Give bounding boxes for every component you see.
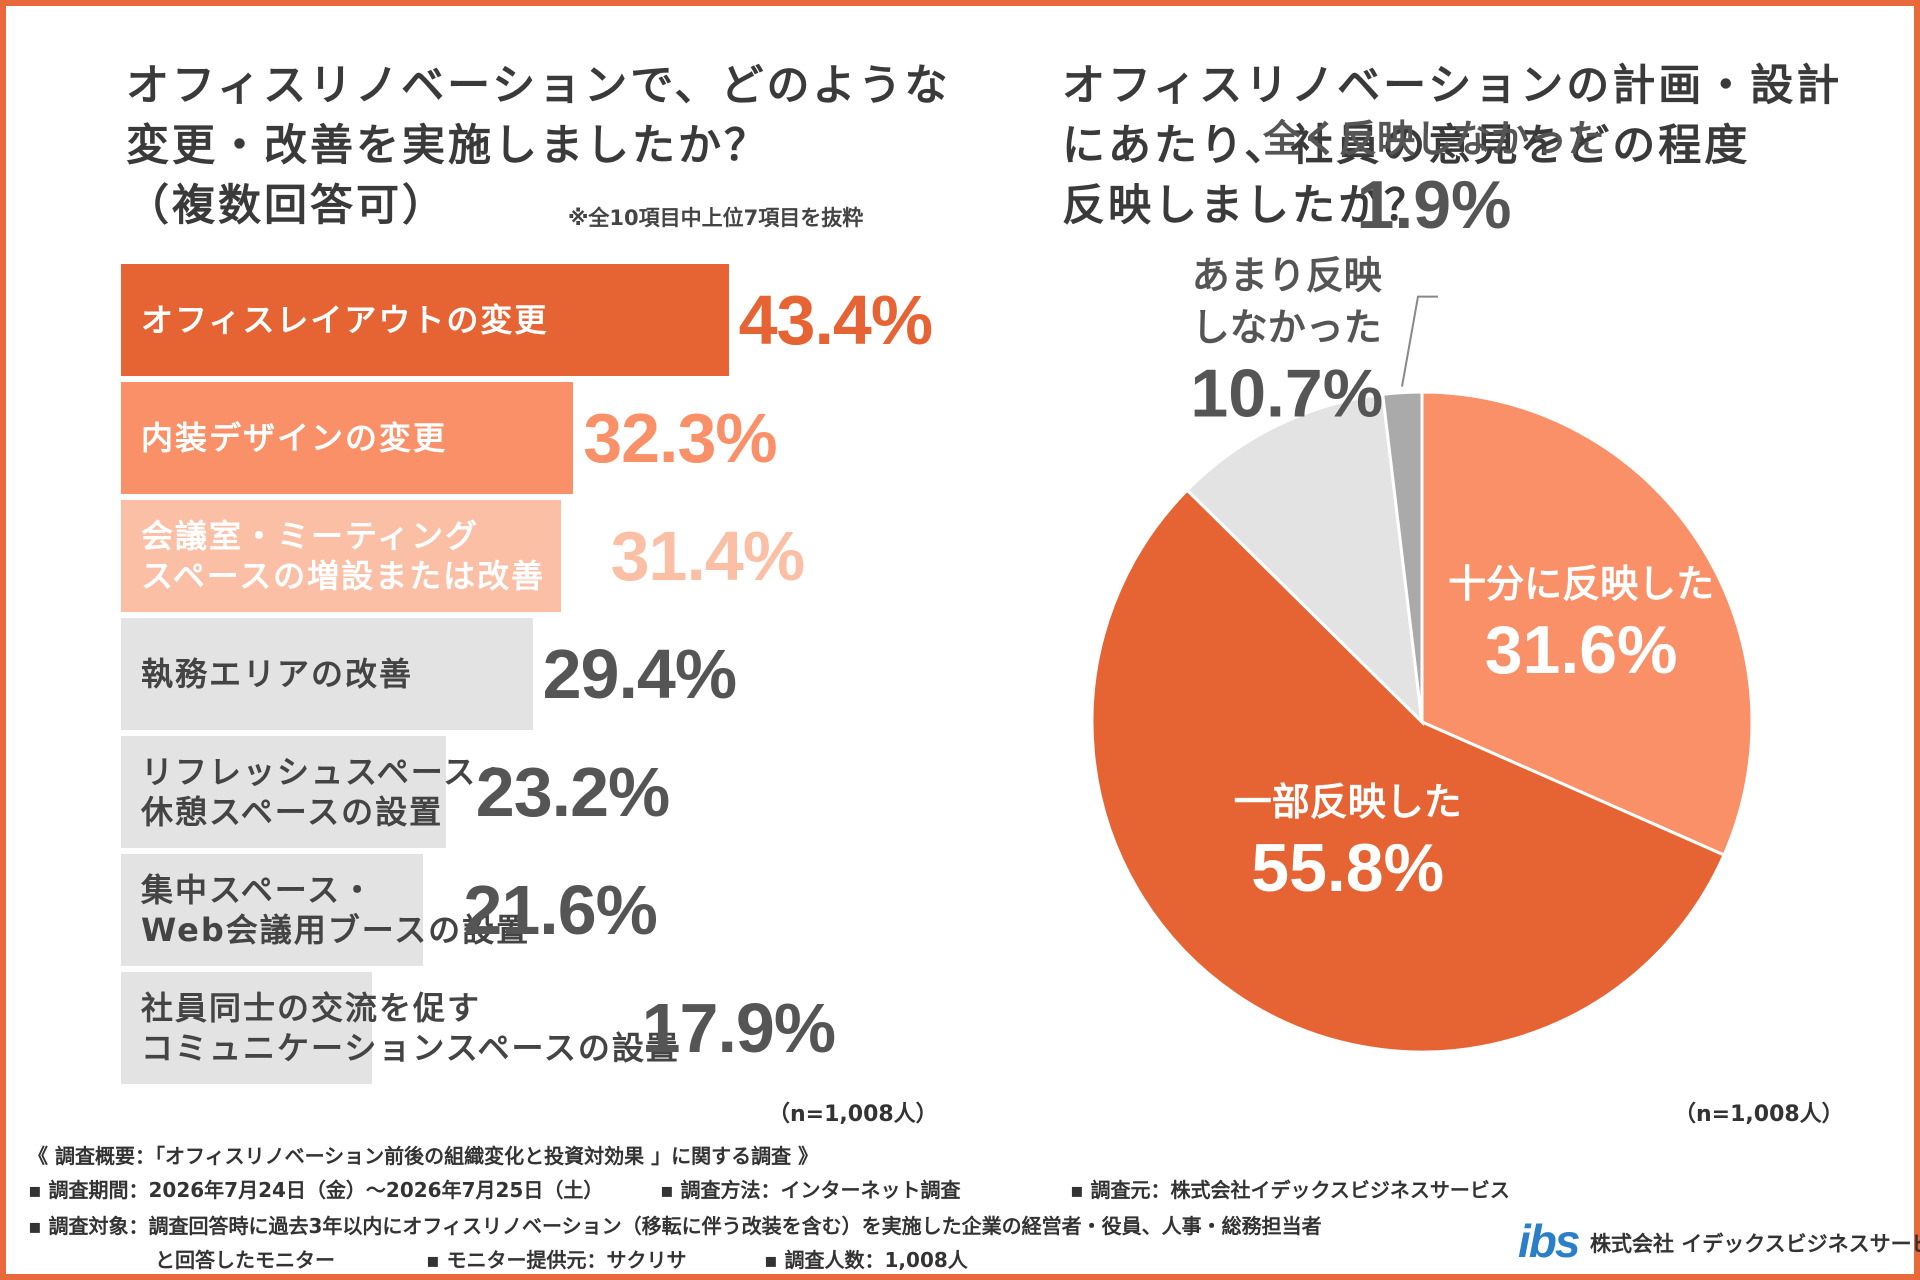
overview-row: と回答したモニター ▪ モニター提供元：サクリサ ▪ 調査人数：1,008人 — [28, 1244, 1328, 1274]
logo-company-name: 株式会社 イデックスビジネスサービス — [1590, 1232, 1920, 1256]
overview-row: ▪ 調査期間：2026年7月24日（金）～2026年7月25日（土） ▪ 調査方… — [28, 1174, 1628, 1204]
category-line: 休憩スペースの設置 — [141, 793, 444, 831]
bar-row: 内装デザインの変更 32.3% — [121, 382, 921, 494]
bar-category-label: リフレッシュスペース・ 休憩スペースの設置 — [141, 736, 511, 848]
pie-slice — [1381, 390, 1424, 723]
pie-slice — [1420, 390, 1754, 857]
bar-value-label: 43.4% — [738, 281, 933, 359]
bar-value-label: 29.4% — [542, 635, 737, 713]
survey-period: ▪ 調査期間：2026年7月24日（金）～2026年7月25日（土） — [28, 1178, 604, 1202]
category-line: 会議室・ミーティング — [141, 517, 480, 555]
bar-category-label: 内装デザインの変更 — [141, 382, 447, 494]
bar-value-label: 17.9% — [641, 989, 836, 1067]
bar-row: 会議室・ミーティング スペースの増設または改善 31.4% — [121, 500, 921, 612]
title-line: 変更・改善を実施しましたか？ — [126, 121, 770, 171]
pie-slice-value: 10.7% — [1190, 356, 1383, 432]
bar-row: 社員同士の交流を促す コミュニケーションスペースの設置 17.9% — [121, 972, 921, 1084]
bar-value-label: 32.3% — [583, 399, 777, 477]
category-line: 社員同士の交流を促す — [141, 989, 482, 1027]
company-logo: ibs 株式会社 イデックスビジネスサービス — [1518, 1214, 1920, 1267]
bar-row: リフレッシュスペース・ 休憩スペースの設置 23.2% — [121, 736, 921, 848]
bar-category-label: オフィスレイアウトの変更 — [141, 264, 548, 376]
pie-chart-sample-size: （n=1,008人） — [1674, 1102, 1844, 1127]
bar — [121, 854, 424, 966]
pie-slice — [1185, 392, 1425, 727]
logo-mark: ibs — [1518, 1215, 1580, 1267]
bar — [121, 736, 446, 848]
category-line: Web会議用ブースの設置 — [141, 911, 531, 949]
category-line: 内装デザインの変更 — [141, 419, 448, 457]
survey-source: ▪ 調査元：株式会社イデックスビジネスサービス — [1070, 1178, 1510, 1202]
bar-chart-note: ※全10項目中上位7項目を抜粋 — [568, 206, 864, 230]
category-line: 集中スペース・ — [141, 871, 376, 909]
pie-slice-label: 一部反映した — [1234, 780, 1462, 824]
pie-slice — [1090, 488, 1727, 1054]
bar-value-label: 23.2% — [475, 753, 670, 831]
pie-slice-label: 十分に反映した — [1448, 562, 1714, 606]
title-line: 反映しましたか？ — [1062, 181, 1430, 231]
bar — [121, 264, 729, 376]
survey-count: ▪ 調査人数：1,008人 — [764, 1248, 968, 1272]
survey-target: ▪ 調査対象：調査回答時に過去3年以内にオフィスリノベーション（移転に伴う改装を… — [28, 1214, 1322, 1238]
category-line: リフレッシュスペース・ — [141, 753, 512, 791]
pie-slice-label: しなかった — [1192, 306, 1382, 350]
monitor-provider: ▪ モニター提供元：サクリサ — [426, 1248, 687, 1272]
category-line: 執務エリアの改善 — [141, 655, 414, 693]
overview-heading: 《 調査概要：「オフィスリノベーション前後の組織変化と投資対効果 」に関する調査… — [28, 1144, 819, 1168]
bar — [121, 382, 574, 494]
pie-slice-label: 全く反映しなかった — [1262, 117, 1605, 161]
pie-slice-value: 1.9% — [1357, 167, 1512, 243]
survey-target-cont: と回答したモニター — [155, 1248, 335, 1272]
bar-category-label: 集中スペース・ Web会議用ブースの設置 — [141, 854, 530, 966]
bar-chart-sample-size: （n=1,008人） — [768, 1102, 938, 1127]
category-line: スペースの増設または改善 — [141, 557, 546, 595]
bar-value-label: 21.6% — [463, 871, 657, 949]
bar-row: オフィスレイアウトの変更 43.4% — [121, 264, 933, 376]
pie-leader-line — [1401, 295, 1438, 387]
bar-value-label: 31.4% — [610, 517, 805, 595]
title-line: （複数回答可） — [126, 181, 448, 231]
bar — [121, 500, 561, 612]
pie-slice-value: 31.6% — [1485, 612, 1678, 688]
bar — [121, 618, 533, 730]
bar-chart: オフィスレイアウトの変更 43.4% 内装デザインの変更 32.3% 会議室・ミーティン… — [121, 264, 933, 1104]
title-line: オフィスリノベーションの計画・設計 — [1062, 61, 1843, 111]
bar-category-label: 会議室・ミーティング スペースの増設または改善 — [141, 500, 545, 612]
bar-category-label: 社員同士の交流を促す コミュニケーションスペースの設置 — [141, 972, 680, 1084]
category-line: オフィスレイアウトの変更 — [141, 301, 549, 339]
title-line: オフィスリノベーションで、どのような — [126, 61, 951, 111]
bar — [121, 972, 372, 1084]
bar-chart-title: オフィスリノベーションで、どのような 変更・改善を実施しましたか？ （複数回答可… — [126, 56, 951, 236]
title-line: にあたり、社員の意見をどの程度 — [1062, 121, 1751, 171]
category-line: コミュニケーションスペースの設置 — [141, 1029, 680, 1067]
pie-chart-title: オフィスリノベーションの計画・設計 にあたり、社員の意見をどの程度 反映しました… — [1062, 56, 1862, 236]
survey-method: ▪ 調査方法：インターネット調査 — [660, 1178, 961, 1202]
pie-slice-label: あまり反映 — [1192, 254, 1382, 298]
bar-category-label: 執務エリアの改善 — [141, 618, 413, 730]
bar-row: 集中スペース・ Web会議用ブースの設置 21.6% — [121, 854, 921, 966]
pie-slice-value: 55.8% — [1251, 830, 1444, 906]
bar-row: 執務エリアの改善 29.4% — [121, 618, 921, 730]
